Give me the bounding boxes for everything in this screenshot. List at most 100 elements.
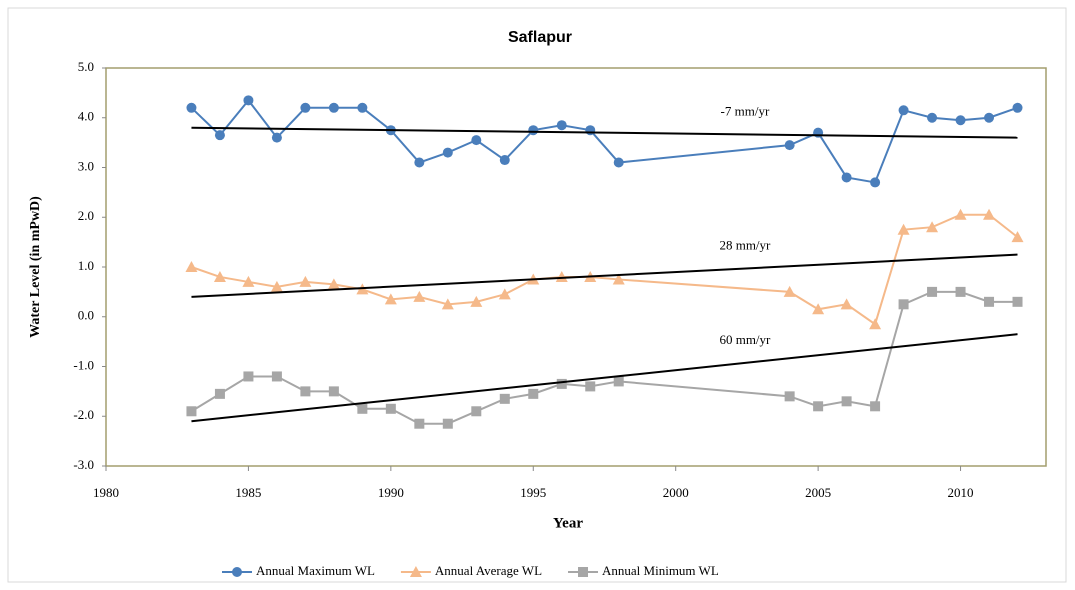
point xyxy=(955,286,966,297)
trend-line xyxy=(191,126,1018,139)
point xyxy=(328,386,339,397)
point xyxy=(585,381,596,392)
legend-marker xyxy=(578,567,589,577)
x-tick-label: 1980 xyxy=(93,485,119,500)
point xyxy=(384,293,397,305)
y-tick-label: 0.0 xyxy=(78,308,94,323)
point xyxy=(300,386,311,397)
point xyxy=(413,290,426,302)
point xyxy=(471,135,482,146)
point xyxy=(613,157,624,168)
point xyxy=(186,102,197,113)
trend-line xyxy=(191,333,1018,423)
point xyxy=(784,140,795,151)
point xyxy=(327,278,340,290)
point xyxy=(242,275,255,287)
point xyxy=(442,418,453,429)
legend-marker xyxy=(409,566,422,577)
point xyxy=(556,378,567,389)
point xyxy=(328,102,339,113)
y-tick-label: 4.0 xyxy=(78,109,94,124)
trend-label: 60 mm/yr xyxy=(719,332,771,347)
point xyxy=(784,391,795,402)
point xyxy=(898,299,909,310)
y-tick-label: 2.0 xyxy=(78,208,94,223)
point xyxy=(927,286,938,297)
x-tick-label: 1985 xyxy=(235,485,261,500)
point xyxy=(243,95,254,106)
point xyxy=(498,288,511,300)
point xyxy=(271,371,282,382)
x-tick-label: 2000 xyxy=(663,485,689,500)
point xyxy=(870,177,881,188)
point xyxy=(898,105,909,116)
y-tick-label: -1.0 xyxy=(73,357,94,372)
point xyxy=(813,401,824,412)
legend-label: Annual Average WL xyxy=(435,563,542,578)
point xyxy=(869,318,882,330)
point xyxy=(1012,102,1023,113)
point xyxy=(300,102,311,113)
point xyxy=(471,406,482,417)
point xyxy=(1011,231,1024,243)
point xyxy=(841,396,852,407)
chart-title: Saflapur xyxy=(508,29,572,46)
point xyxy=(243,371,254,382)
y-tick-label: 1.0 xyxy=(78,258,94,273)
point xyxy=(357,102,368,113)
legend-marker xyxy=(232,567,242,577)
point xyxy=(812,303,825,315)
point xyxy=(470,295,483,307)
point xyxy=(214,130,225,141)
point xyxy=(585,125,596,136)
point xyxy=(414,157,425,168)
point xyxy=(555,270,568,282)
y-tick-label: 3.0 xyxy=(78,158,94,173)
point xyxy=(840,298,853,310)
trend-line xyxy=(191,253,1018,298)
point xyxy=(556,120,567,131)
point xyxy=(927,112,938,123)
point xyxy=(954,208,967,220)
point xyxy=(499,155,510,166)
point xyxy=(528,388,539,399)
x-tick-label: 1990 xyxy=(378,485,404,500)
y-tick-label: 5.0 xyxy=(78,59,94,74)
point xyxy=(613,376,624,387)
point xyxy=(1012,296,1023,307)
point xyxy=(214,388,225,399)
point xyxy=(897,223,910,235)
point xyxy=(783,285,796,297)
point xyxy=(841,172,852,183)
legend-label: Annual Minimum WL xyxy=(602,563,719,578)
point xyxy=(983,208,996,220)
point xyxy=(499,393,510,404)
x-tick-label: 2005 xyxy=(805,485,831,500)
y-axis-title: Water Level (in mPwD) xyxy=(28,196,43,338)
trend-label: -7 mm/yr xyxy=(721,103,770,118)
chart-border xyxy=(7,7,1067,583)
point xyxy=(385,403,396,414)
point xyxy=(213,270,226,282)
x-tick-label: 2010 xyxy=(948,485,974,500)
x-axis-title: Year xyxy=(553,515,583,531)
point xyxy=(186,406,197,417)
point xyxy=(984,112,995,123)
trend-label: 28 mm/yr xyxy=(719,238,771,253)
point xyxy=(528,125,539,136)
point xyxy=(955,115,966,126)
point xyxy=(357,403,368,414)
point xyxy=(984,296,995,307)
point xyxy=(270,280,283,292)
point xyxy=(299,275,312,287)
legend-label: Annual Maximum WL xyxy=(256,563,375,578)
point xyxy=(612,273,625,285)
x-tick-label: 1995 xyxy=(520,485,546,500)
point xyxy=(441,298,454,310)
point xyxy=(414,418,425,429)
point xyxy=(271,132,282,143)
point xyxy=(926,221,939,233)
point xyxy=(870,401,881,412)
point xyxy=(185,261,198,272)
